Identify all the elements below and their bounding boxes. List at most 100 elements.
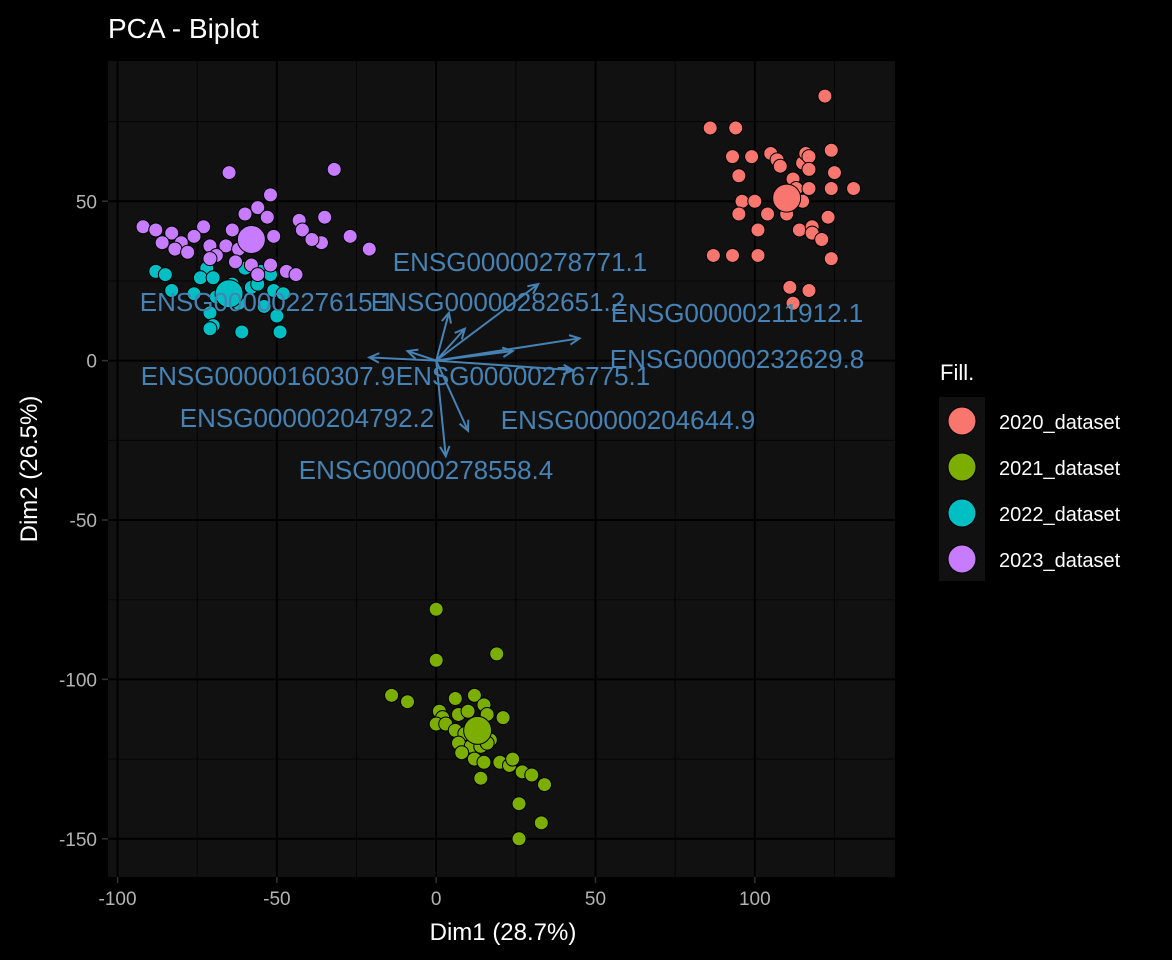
data-point [826,165,842,181]
loading-arrow [435,328,466,362]
data-point [205,270,221,286]
y-tick-label: 50 [76,192,97,213]
data-point [782,279,798,295]
x-tick-label: -50 [263,889,290,910]
data-point [750,247,766,263]
group-centroid [463,715,493,745]
data-point [744,149,760,165]
data-point [817,88,833,104]
data-point [259,209,275,225]
data-point [846,181,862,196]
data-point [489,646,505,662]
data-point [734,193,750,209]
data-point [495,710,511,726]
data-point [288,267,304,283]
loading-arrowhead [441,310,452,324]
data-point [227,254,243,270]
data-point [250,200,266,216]
legend-label: 2020_dataset [999,412,1121,434]
data-point [167,241,183,257]
x-tick-label: 50 [585,889,606,910]
data-point [192,270,208,286]
group-centroid [236,225,266,254]
data-point [533,815,549,831]
loading-label: ENSG00000227615.1 [140,287,394,317]
data-point [164,283,180,298]
data-point [342,228,358,244]
legend-label: 2023_dataset [999,550,1121,572]
data-point [731,206,747,222]
loading-arrow [369,356,437,362]
data-point [791,222,807,238]
loading-label: ENSG00000278558.4 [299,455,553,485]
loading-arrowhead [527,282,540,295]
data-point [750,222,766,238]
group-centroid [772,183,802,213]
data-point [725,247,741,263]
loading-arrow [436,350,513,362]
data-point [164,225,180,241]
loading-label: ENSG00000211912.1 [611,298,864,328]
loading-label: ENSG00000204792.2 [180,403,434,433]
data-point [823,142,839,158]
loading-arrow [435,283,539,362]
data-point [476,754,492,770]
loading-label: ENSG00000276775.1 [396,361,650,391]
y-tick-label: -100 [59,670,97,691]
data-point [447,691,463,706]
plot-panel [108,61,895,877]
loading-label: ENSG00000278771.1 [393,247,647,277]
data-point [180,244,196,260]
x-tick-label: 0 [431,889,442,910]
data-point [731,168,747,184]
y-axis-label: Dim2 (26.5%) [16,396,43,543]
data-point [326,161,342,177]
loading-arrowhead [568,334,582,346]
data-point [820,209,836,225]
loading-arrow [436,359,574,372]
data-point [725,149,741,165]
data-point [702,120,718,136]
data-point [269,308,285,324]
data-point [460,703,476,719]
data-point [154,235,170,251]
data-point [237,206,253,222]
data-point [473,770,489,786]
data-point [262,257,278,273]
legend-key [947,544,977,574]
x-axis-label: Dim1 (28.7%) [430,919,577,946]
data-point [196,219,212,235]
data-point [224,222,240,238]
legend-label: 2021_dataset [999,458,1121,480]
y-tick-label: 0 [86,352,97,373]
data-point [234,324,250,340]
loading-arrowhead [562,363,576,376]
data-point [747,193,763,209]
data-point [186,228,202,244]
data-point [148,222,164,238]
axes: -100 -50 0 50 100 -150 -100 -50 0 50 [59,192,771,910]
loading-arrow [407,350,437,362]
data-point [304,232,320,247]
data-point [524,767,540,783]
data-point [823,251,839,267]
x-tick-label: -100 [99,889,137,910]
loading-arrowhead [366,352,380,364]
data-point [454,745,470,761]
data-point [186,286,202,302]
data-point [266,228,282,244]
data-point [728,120,744,136]
data-point [400,694,416,710]
data-point [511,831,527,847]
data-point [250,267,266,283]
data-point [317,209,333,225]
data-point [361,241,377,257]
data-point [814,232,830,247]
loading-arrow [435,360,469,432]
data-point [505,751,521,767]
data-point [801,161,817,177]
data-point [157,267,173,283]
data-point [801,283,817,298]
loading-label: ENSG00000160307.9 [141,361,395,391]
